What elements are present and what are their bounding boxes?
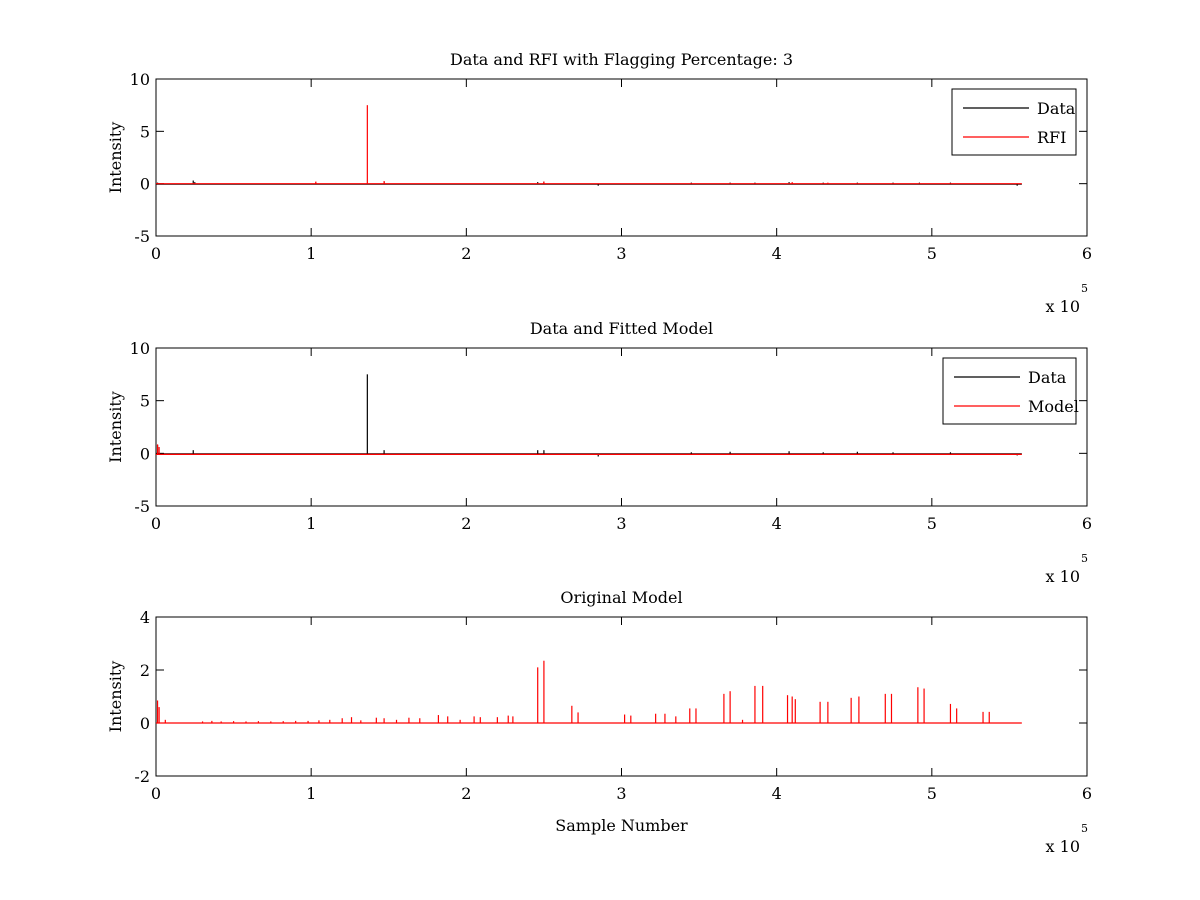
- axes-box: [155, 616, 1088, 777]
- x-tick-label: 3: [616, 244, 626, 263]
- axes-title: Data and RFI with Flagging Percentage: 3: [450, 50, 793, 69]
- x-tick-label: 5: [927, 784, 937, 803]
- legend: Data RFI: [951, 88, 1077, 156]
- x-tick-label: 6: [1082, 514, 1092, 533]
- x-tick-label: 4: [772, 244, 782, 263]
- legend-label: Data: [1037, 99, 1076, 118]
- x-tick-label: 0: [151, 514, 161, 533]
- series-model: [156, 444, 1022, 455]
- legend-box: [942, 357, 1077, 425]
- x-tick-label: 5: [927, 244, 937, 263]
- x-tick-label: 0: [151, 784, 161, 803]
- y-tick-label: 10: [130, 70, 150, 89]
- x-tick-label: 1: [306, 514, 316, 533]
- y-tick-label: 0: [140, 444, 150, 463]
- legend-label: RFI: [1037, 128, 1066, 147]
- y-tick-label: 0: [140, 714, 150, 733]
- y-tick-label: 5: [140, 122, 150, 141]
- y-axis-label: Intensity: [106, 391, 125, 463]
- x-multiplier-exponent: 5: [1081, 552, 1088, 565]
- axes-title: Original Model: [560, 588, 682, 607]
- y-tick-label: 5: [140, 392, 150, 411]
- x-tick-label: 1: [306, 784, 316, 803]
- x-tick-label: 2: [461, 784, 471, 803]
- x-multiplier-label: x 10: [1046, 837, 1080, 856]
- x-tick-label: 2: [461, 244, 471, 263]
- x-tick-label: 3: [616, 784, 626, 803]
- series-1: [156, 660, 1022, 724]
- axes-box: [155, 347, 1088, 507]
- x-tick-label: 4: [772, 514, 782, 533]
- x-tick-label: 4: [772, 784, 782, 803]
- x-tick-label: 0: [151, 244, 161, 263]
- y-tick-label: 10: [130, 339, 150, 358]
- y-tick-label: -5: [134, 497, 150, 516]
- y-tick-label: 0: [140, 175, 150, 194]
- series-rfi: [156, 105, 1022, 185]
- x-tick-label: 2: [461, 514, 471, 533]
- x-multiplier-exponent: 5: [1081, 282, 1088, 295]
- y-axis-label: Intensity: [106, 122, 125, 194]
- x-tick-label: 5: [927, 514, 937, 533]
- x-multiplier-label: x 10: [1046, 297, 1080, 316]
- legend: Data Model: [942, 357, 1079, 425]
- x-multiplier-exponent: 5: [1081, 822, 1088, 835]
- y-tick-label: -2: [134, 767, 150, 786]
- axes-box: [155, 78, 1088, 237]
- x-tick-label: 1: [306, 244, 316, 263]
- legend-label: Model: [1028, 397, 1079, 416]
- legend-label: Data: [1028, 368, 1067, 387]
- x-multiplier-label: x 10: [1046, 567, 1080, 586]
- y-tick-label: 2: [140, 661, 150, 680]
- axes-title: Data and Fitted Model: [530, 319, 713, 338]
- x-tick-label: 6: [1082, 784, 1092, 803]
- y-tick-label: 4: [140, 608, 150, 627]
- x-tick-label: 6: [1082, 244, 1092, 263]
- x-tick-label: 3: [616, 514, 626, 533]
- y-axis-label: Intensity: [106, 661, 125, 733]
- x-axis-label: Sample Number: [555, 816, 688, 835]
- y-tick-label: -5: [134, 227, 150, 246]
- legend-box: [951, 88, 1077, 156]
